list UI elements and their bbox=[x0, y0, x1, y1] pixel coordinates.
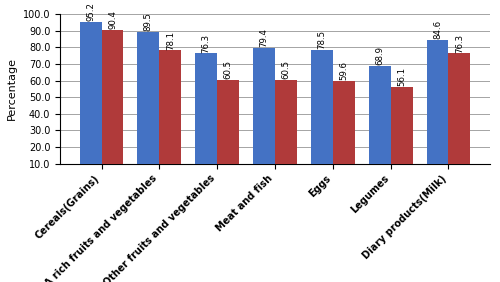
Text: 78.1: 78.1 bbox=[166, 30, 175, 50]
Text: 76.3: 76.3 bbox=[202, 34, 210, 53]
Y-axis label: Percentage: Percentage bbox=[7, 57, 17, 120]
Bar bbox=[253, 48, 275, 180]
Text: 60.5: 60.5 bbox=[282, 60, 290, 79]
Bar bbox=[390, 87, 412, 180]
Bar bbox=[160, 50, 182, 180]
Text: 59.6: 59.6 bbox=[340, 61, 348, 80]
Bar bbox=[138, 32, 160, 180]
Bar bbox=[275, 80, 297, 180]
Bar bbox=[80, 22, 102, 180]
Text: 60.5: 60.5 bbox=[224, 60, 232, 79]
Text: 68.9: 68.9 bbox=[375, 46, 384, 65]
Text: 79.4: 79.4 bbox=[260, 28, 268, 47]
Text: 90.4: 90.4 bbox=[108, 10, 117, 29]
Text: 95.2: 95.2 bbox=[86, 2, 95, 21]
Bar bbox=[217, 80, 239, 180]
Bar bbox=[448, 54, 470, 180]
Bar bbox=[426, 40, 448, 180]
Text: 56.1: 56.1 bbox=[397, 67, 406, 86]
Bar bbox=[195, 54, 217, 180]
Bar bbox=[333, 81, 355, 180]
Text: 76.3: 76.3 bbox=[455, 34, 464, 53]
Bar bbox=[102, 30, 124, 180]
Bar bbox=[368, 66, 390, 180]
Text: 84.6: 84.6 bbox=[433, 20, 442, 39]
Text: 78.5: 78.5 bbox=[318, 30, 326, 49]
Text: 89.5: 89.5 bbox=[144, 12, 153, 31]
Bar bbox=[311, 50, 333, 180]
